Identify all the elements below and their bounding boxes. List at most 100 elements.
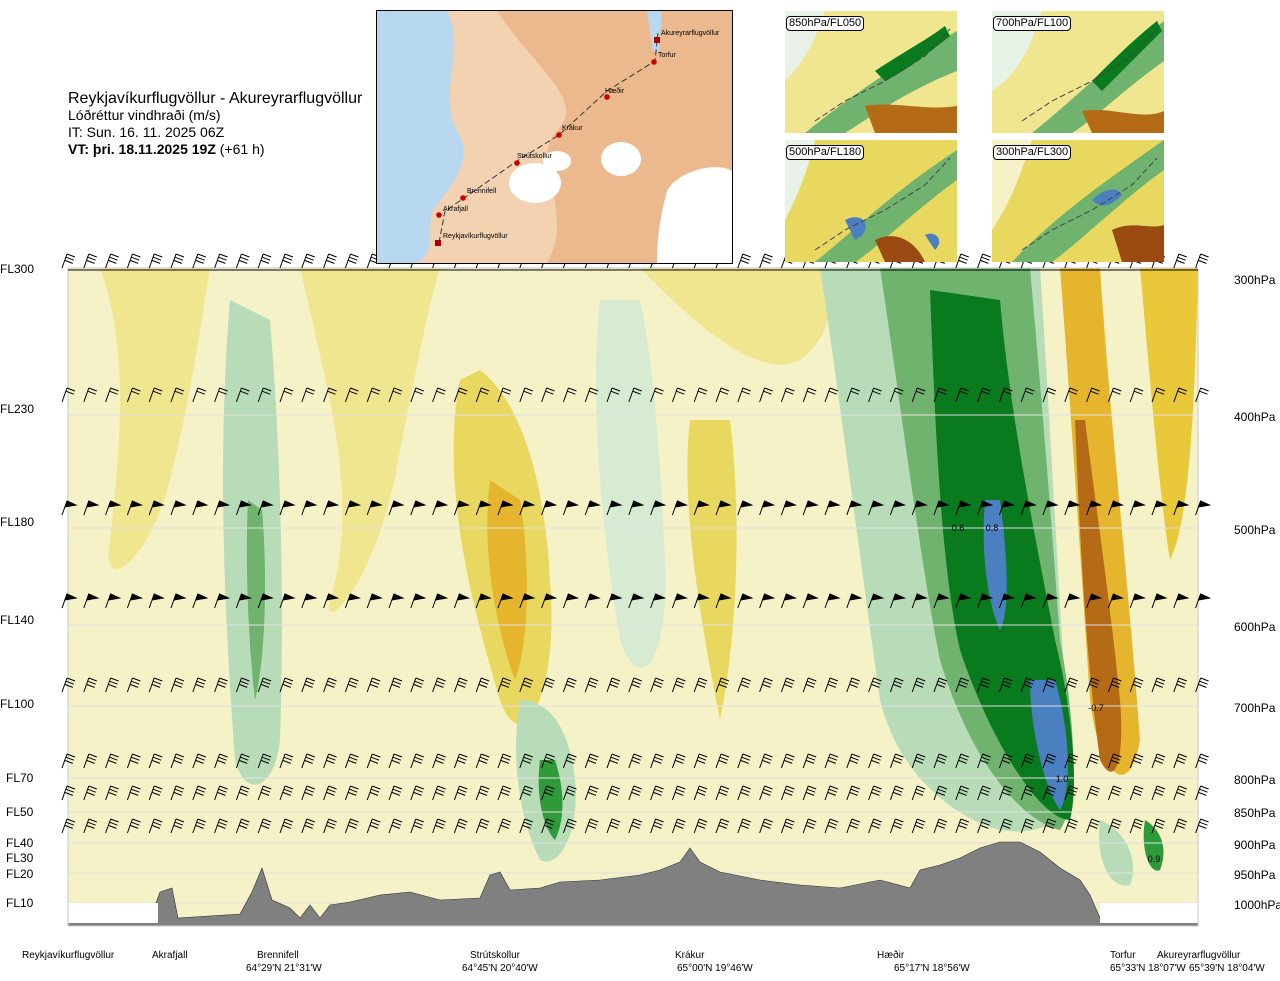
wind-barb — [453, 677, 468, 693]
wind-barb — [410, 818, 424, 834]
wind-barb — [192, 785, 206, 801]
wind-barb — [148, 253, 163, 269]
wind-barb — [235, 677, 250, 693]
wind-barb — [301, 818, 315, 834]
inset-300[interactable]: 300hPa/FL300 — [992, 140, 1164, 262]
wind-barb — [214, 677, 228, 693]
wind-barb — [1129, 387, 1144, 403]
wind-barb — [1129, 593, 1146, 609]
wind-barb — [889, 500, 907, 516]
wind-barb — [541, 500, 558, 516]
wind-barb — [628, 753, 642, 769]
wind-barb — [955, 593, 972, 609]
wind-barb — [1151, 785, 1166, 801]
wind-barb — [475, 593, 492, 609]
wind-barb — [279, 753, 294, 769]
wind-barb — [737, 677, 751, 693]
fl-label: FL50 — [6, 805, 34, 819]
pressure-label: 900hPa — [1234, 838, 1276, 852]
wind-barb — [824, 387, 839, 403]
wind-barb — [105, 753, 119, 769]
map-label: Strútskollur — [517, 153, 553, 160]
wind-barb — [911, 500, 928, 516]
wind-barb — [889, 387, 904, 403]
wind-barb — [802, 387, 817, 403]
wind-barb — [1151, 500, 1168, 516]
wind-barb — [519, 818, 533, 834]
wind-barb — [279, 500, 296, 516]
inset-300-map — [992, 140, 1164, 262]
wind-barb — [889, 753, 904, 769]
route-map-svg: Akureyrarflugvöllur Torfur Hæðir Krákur … — [377, 11, 732, 263]
wind-barb — [257, 785, 272, 801]
wind-barb — [235, 818, 250, 834]
inset-700[interactable]: 700hPa/FL100 — [992, 11, 1164, 133]
wind-barb — [737, 818, 751, 834]
inset-850[interactable]: 850hPa/FL050 — [785, 11, 957, 133]
wind-barb — [497, 785, 512, 801]
wind-barb — [584, 753, 599, 769]
contour-label: 0.8 — [986, 523, 999, 533]
wind-barb — [737, 753, 751, 769]
wind-barb — [366, 677, 381, 693]
wind-barb — [868, 785, 882, 801]
wind-barb — [126, 593, 144, 609]
wind-barb — [410, 387, 424, 403]
location-name: Strútskollur — [470, 950, 521, 961]
wind-barb — [977, 677, 991, 693]
wind-barb — [780, 785, 795, 801]
pressure-label: 700hPa — [1234, 701, 1276, 715]
wind-barb — [519, 753, 533, 769]
wind-barb — [1086, 500, 1103, 516]
lift-core-3 — [538, 760, 563, 840]
wind-barb — [432, 785, 446, 801]
inset-500[interactable]: 500hPa/FL180 — [785, 140, 957, 262]
krakur-marker — [556, 132, 562, 138]
wind-barb — [366, 785, 381, 801]
wind-barb — [83, 500, 100, 516]
wind-barb — [301, 785, 315, 801]
wind-barb — [1173, 818, 1187, 834]
wind-barb — [148, 677, 163, 693]
inset-700-map — [992, 11, 1164, 133]
wind-barb — [1173, 753, 1187, 769]
location-name: Akrafjall — [152, 950, 188, 961]
wind-barb — [192, 500, 209, 516]
wind-barb — [366, 387, 381, 403]
wind-barb — [1064, 500, 1081, 516]
wind-barb — [301, 677, 315, 693]
wind-barb — [955, 818, 969, 834]
fl-label: FL10 — [6, 896, 34, 910]
wind-barb — [737, 593, 754, 609]
wind-barb — [541, 818, 555, 834]
wind-barb — [1195, 785, 1209, 801]
wind-barb — [650, 785, 664, 801]
wind-barb — [1151, 753, 1166, 769]
wind-barb — [475, 753, 490, 769]
wind-barb — [955, 253, 969, 269]
sea-level-strip-left — [68, 903, 158, 923]
wind-barb — [214, 387, 228, 403]
wind-barb — [1042, 387, 1057, 403]
wind-barb — [977, 818, 991, 834]
route-title: Reykjavíkurflugvöllur - Akureyrarflugvöl… — [68, 90, 363, 107]
wind-barb — [846, 500, 863, 516]
wind-barb — [889, 593, 907, 609]
wind-barb — [388, 677, 403, 693]
wind-barb — [977, 785, 991, 801]
map-label: Torfur — [658, 52, 677, 59]
wind-barb — [1086, 753, 1100, 769]
wind-barb — [628, 500, 645, 516]
wind-barb — [1129, 785, 1144, 801]
wind-barb — [475, 500, 492, 516]
wind-barb — [889, 818, 904, 834]
strong-lift-1 — [983, 500, 1007, 630]
fl-label: FL20 — [6, 867, 34, 881]
wind-barb — [432, 753, 446, 769]
wind-barb — [780, 593, 798, 609]
wind-barb — [410, 500, 427, 516]
wind-barb — [977, 753, 991, 769]
wind-barb — [671, 500, 689, 516]
wind-barb — [998, 593, 1016, 609]
pressure-label: 600hPa — [1234, 620, 1276, 634]
